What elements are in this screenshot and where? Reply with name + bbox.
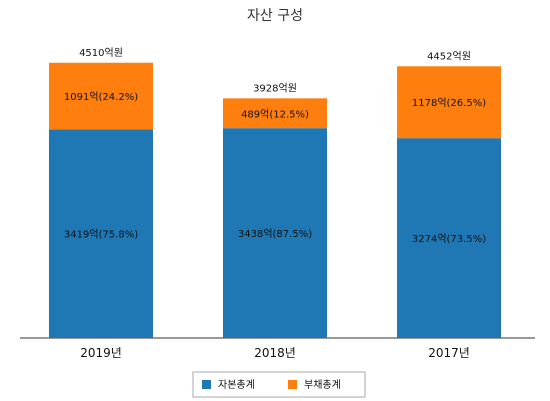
bar-liabilities-1 xyxy=(223,98,327,129)
chart-title: 자산 구성 xyxy=(247,8,303,24)
legend-box xyxy=(192,371,366,398)
data-label-equity-1: 3438억(87.5%) xyxy=(238,228,312,240)
data-label-equity-2: 3274억(73.5%) xyxy=(412,233,486,245)
legend-swatch-equity xyxy=(202,380,211,389)
legend-swatch-liabilities xyxy=(288,380,297,389)
data-label-liabilities-2: 1178억(26.5%) xyxy=(412,97,486,109)
x-tick-label-0: 2019년 xyxy=(80,346,122,360)
legend: 자본총계 부채총계 xyxy=(192,371,366,398)
total-label-2: 4452억원 xyxy=(427,50,471,62)
bar-equity-0 xyxy=(49,129,153,338)
bar-equity-2 xyxy=(397,138,501,338)
legend-label-liabilities: 부채총계 xyxy=(304,379,341,391)
legend-label-equity: 자본총계 xyxy=(218,379,255,391)
total-label-0: 4510억원 xyxy=(79,47,123,59)
data-label-equity-0: 3419억(75.8%) xyxy=(64,229,138,241)
data-label-liabilities-1: 489억(12.5%) xyxy=(241,108,309,120)
bars-group: 3419억(75.8%) 1091억(24.2%) 4510억원 2019년 3438억… xyxy=(49,47,501,360)
bar-equity-1 xyxy=(223,128,327,338)
bar-liabilities-0 xyxy=(49,62,153,130)
total-label-1: 3928억원 xyxy=(253,82,297,94)
data-label-liabilities-0: 1091억(24.2%) xyxy=(64,91,138,103)
x-tick-label-2: 2017년 xyxy=(428,346,470,360)
x-tick-label-1: 2018년 xyxy=(254,346,296,360)
bar-liabilities-2 xyxy=(397,66,501,139)
